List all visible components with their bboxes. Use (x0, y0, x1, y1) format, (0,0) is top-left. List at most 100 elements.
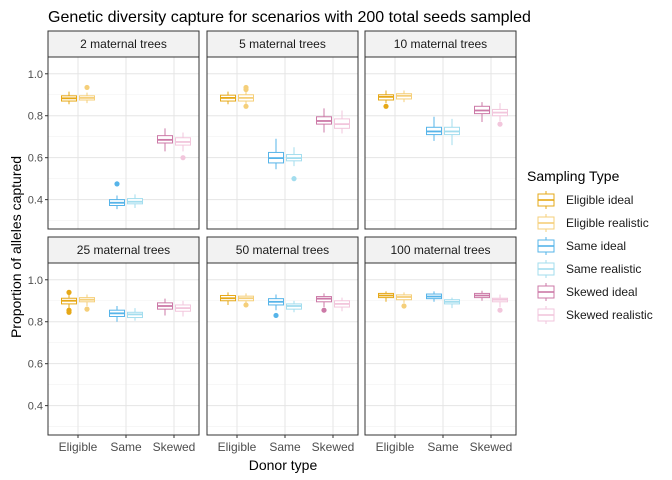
y-tick-label: 1.0 (28, 69, 43, 81)
y-tick-label: 0.6 (28, 153, 43, 165)
panel-border (206, 56, 359, 230)
outlier-point (243, 86, 249, 93)
facet-strip (206, 30, 359, 58)
outlier-point (84, 84, 90, 91)
box (109, 181, 125, 210)
panel-border (47, 262, 200, 436)
outlier-point (401, 303, 407, 309)
y-tick-label: 0.8 (28, 111, 43, 123)
legend-entry-label: Skewed ideal (566, 285, 637, 299)
legend-entry-label: Eligible realistic (566, 216, 649, 230)
legend-entry-label: Same ideal (566, 239, 626, 253)
x-tick-label: Eligible (59, 440, 98, 454)
box (268, 138, 284, 170)
box (61, 289, 77, 315)
facet-strip (47, 236, 200, 264)
outlier-point (66, 309, 72, 315)
y-tick-label: 0.4 (28, 401, 43, 413)
chart-title: Genetic diversity capture for scenarios … (48, 9, 531, 26)
facet-panel: 25 maternal trees (47, 236, 200, 436)
box (396, 292, 412, 309)
box (175, 132, 191, 161)
box (238, 84, 254, 109)
y-tick-label: 0.6 (28, 359, 43, 371)
legend-key (537, 260, 555, 278)
facet-panel: 10 maternal trees (364, 30, 517, 230)
box (474, 102, 490, 123)
facet-label: 25 maternal trees (77, 243, 170, 257)
panel-background (207, 57, 358, 229)
box (492, 103, 508, 127)
legend-title: Sampling Type (527, 168, 620, 184)
box (157, 128, 173, 152)
legend-entry-label: Same realistic (566, 262, 641, 276)
legend-key (537, 191, 555, 209)
outlier-point (66, 289, 72, 295)
box (109, 306, 125, 322)
outlier-point (243, 302, 249, 308)
box (492, 294, 508, 313)
box (220, 91, 236, 105)
facet-label: 100 maternal trees (390, 243, 490, 257)
box (127, 308, 143, 321)
x-tick-label: Same (110, 440, 142, 454)
facet-panel: 5 maternal trees (206, 30, 359, 230)
facet-label: 2 maternal trees (80, 37, 167, 51)
x-tick-label: Same (427, 440, 459, 454)
panel-background (48, 263, 199, 435)
y-tick-label: 0.8 (28, 317, 43, 329)
box (286, 147, 302, 182)
box (157, 298, 173, 316)
legend-key (537, 306, 555, 324)
x-tick-label: Same (269, 440, 301, 454)
x-tick-label: Eligible (218, 440, 257, 454)
box (426, 291, 442, 302)
facet-panel: 2 maternal trees (47, 30, 200, 230)
panel-border (364, 56, 517, 230)
box (268, 294, 284, 319)
facet-label: 5 maternal trees (239, 37, 326, 51)
facet-panel: 100 maternal trees (364, 236, 517, 436)
outlier-point (291, 176, 297, 182)
box (238, 293, 254, 308)
legend-key (537, 214, 555, 232)
box (474, 290, 490, 301)
outlier-point (497, 121, 503, 127)
x-tick-label: Skewed (470, 440, 513, 454)
panel-border (206, 262, 359, 436)
y-axis: 0.4 0.6 0.8 1.0 0.4 0.6 0.8 1.0 (28, 69, 48, 413)
box (286, 300, 302, 313)
panel-background (365, 57, 516, 229)
legend-entry-label: Eligible ideal (566, 193, 633, 207)
box (316, 108, 332, 133)
legend-key (537, 283, 555, 301)
box (426, 116, 442, 141)
x-tick-label: Skewed (312, 440, 355, 454)
box (396, 90, 412, 103)
box (444, 297, 460, 309)
box (61, 91, 77, 105)
box (378, 90, 394, 109)
facet-strip (206, 236, 359, 264)
box (316, 293, 332, 313)
panel-border (364, 262, 517, 436)
legend: Sampling Type Eligible ideal Eligible rea… (527, 168, 653, 324)
panel-border (47, 56, 200, 230)
legend-key (537, 237, 555, 255)
x-tick-label: Skewed (153, 440, 196, 454)
y-axis-label: Proportion of alleles captured (8, 156, 24, 338)
box (79, 294, 95, 312)
facet-strip (364, 236, 517, 264)
outlier-point (243, 103, 249, 109)
facet-panels: 2 maternal trees 5 maternal trees 10 mater… (47, 30, 517, 436)
box (378, 291, 394, 302)
panel-background (207, 263, 358, 435)
outlier-point (273, 312, 279, 319)
box (79, 84, 95, 104)
outlier-point (321, 307, 327, 313)
facet-strip (47, 30, 200, 58)
facet-label: 50 maternal trees (236, 243, 329, 257)
box (175, 300, 191, 317)
x-tick-label: Eligible (376, 440, 415, 454)
